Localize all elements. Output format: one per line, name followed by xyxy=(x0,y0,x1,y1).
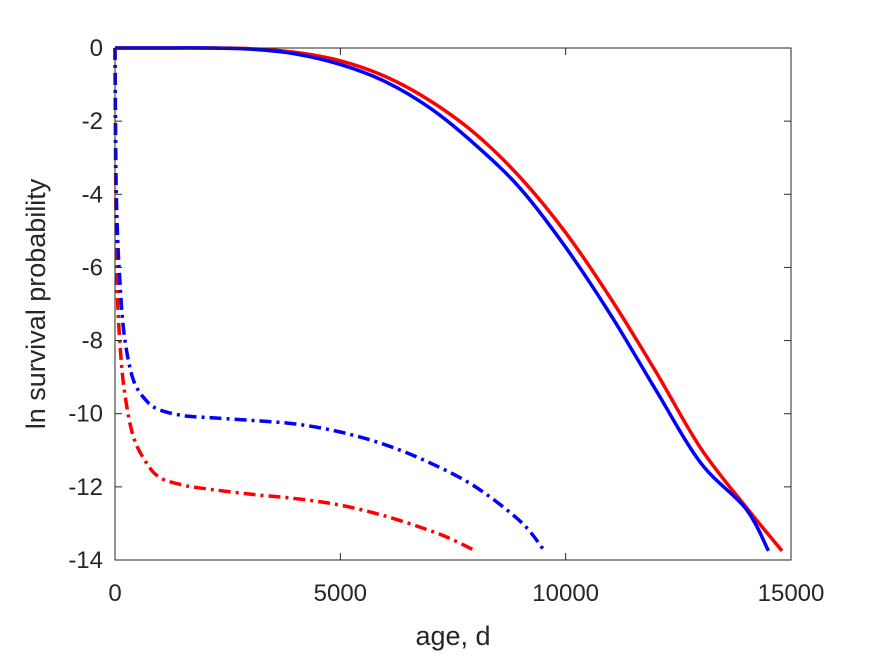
x-tick-label: 5000 xyxy=(314,580,367,607)
y-tick-label: -6 xyxy=(82,254,103,281)
y-tick-label: -2 xyxy=(82,108,103,135)
y-tick-label: -10 xyxy=(68,401,103,428)
y-tick-label: -14 xyxy=(68,547,103,574)
x-tick-label: 10000 xyxy=(532,580,599,607)
x-tick-label: 0 xyxy=(108,580,121,607)
tick-layer: 0 5000 10000 15000 0 -2 -4 -6 -8 -10 -12 -14 xyxy=(68,35,824,607)
y-tick-label: -4 xyxy=(82,181,103,208)
y-axis-label: ln survival probability xyxy=(21,178,51,429)
y-tick-label: -12 xyxy=(68,474,103,501)
axes-box xyxy=(114,47,792,561)
y-tick-label: -8 xyxy=(82,328,103,355)
series-line-2 xyxy=(113,47,477,553)
y-tick-label: 0 xyxy=(90,35,103,62)
x-axis-label: age, d xyxy=(415,621,490,651)
series-line-3 xyxy=(113,47,545,551)
x-tick-label: 15000 xyxy=(758,580,825,607)
